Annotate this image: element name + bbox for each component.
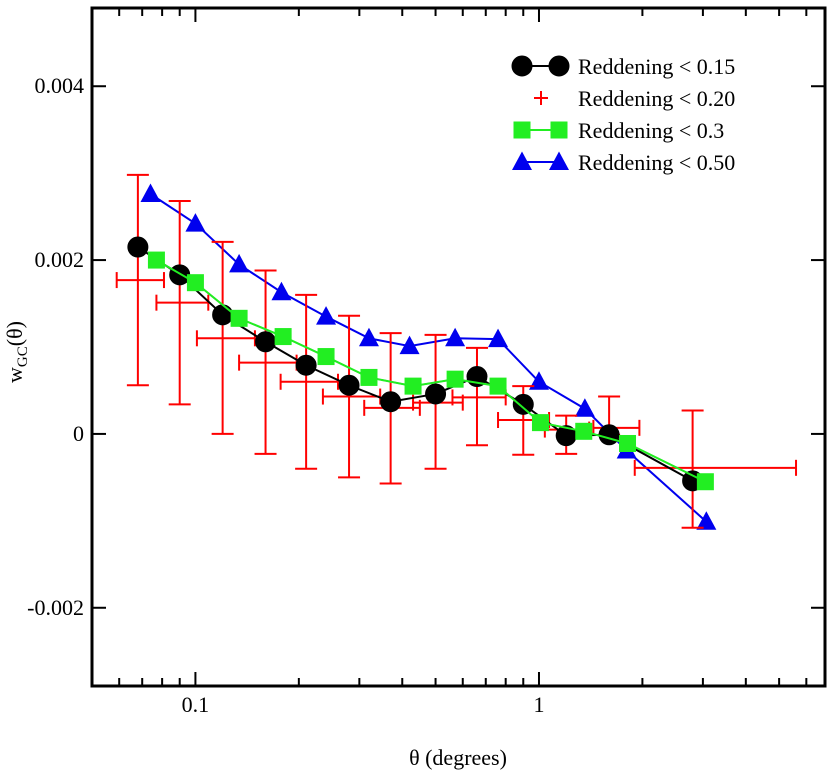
data-point-square [274,328,292,346]
y-axis-label-subscript: GC [15,346,31,367]
data-point-square [360,368,378,386]
data-point-square [513,121,531,139]
data-point-square [550,121,568,139]
y-tick-label: 0 [73,421,84,446]
data-point-circle [212,304,234,326]
legend-label: Reddening < 0.3 [578,118,724,143]
series-square [147,251,714,491]
x-tick-label: 1 [533,692,544,717]
data-point-triangle [399,335,420,355]
legend-label: Reddening < 0.50 [578,150,735,175]
data-point-square [531,414,549,432]
data-point-square [147,251,165,269]
x-tick-label: 0.1 [182,692,210,717]
error-bar [195,240,256,435]
data-point-square [575,422,593,440]
y-tick-label: 0.002 [35,247,85,272]
error-bar [238,269,298,455]
legend-label: Reddening < 0.20 [578,86,735,111]
data-point-triangle [316,306,337,325]
data-point-circle [598,424,620,446]
series-line [137,246,694,482]
series-line [149,193,708,523]
data-point-triangle [549,151,569,170]
legend-entry: Reddening < 0.3 [513,118,724,143]
legend: Reddening < 0.15 Reddening < 0.20 Reddenin… [511,54,735,175]
data-point-square [404,377,422,395]
data-point-square [186,274,204,292]
data-point-circle [338,374,360,396]
y-axis-label-suffix: (θ) [2,321,27,346]
error-bar [115,173,165,387]
data-point-circle [548,55,570,77]
legend-entry: Reddening < 0.50 [512,150,735,175]
series-triangle [140,183,717,530]
data-point-square [489,377,507,395]
data-point-triangle [512,151,532,170]
data-point-square [230,309,248,327]
data-point-circle [255,331,277,353]
error-bar [155,199,210,406]
error-bar [451,346,507,447]
y-tick-label: 0.004 [35,73,85,98]
data-point-circle [425,383,447,405]
data-point-triangle [358,327,379,347]
data-point-triangle [271,281,292,301]
data-point-triangle [445,327,466,347]
legend-entry: Reddening < 0.15 [511,54,735,79]
data-point-square [317,348,335,366]
data-point-circle [127,236,149,258]
error-bar [279,293,339,470]
data-point-circle [511,55,533,77]
series-circle [127,236,704,492]
data-point-plus [534,91,548,105]
axis-ticks: -0.002 0 0.002 0.004 0.1 1 [27,8,825,717]
data-point-circle [380,391,402,413]
data-point-square [696,473,714,491]
data-point-triangle [696,511,717,530]
y-axis-label-main: w [2,367,27,383]
x-axis-label: θ (degrees) [409,745,507,770]
data-point-square [619,434,637,452]
data-point-square [446,370,464,388]
data-point-triangle [140,183,161,203]
series-layer [115,173,798,530]
error-bar [633,409,798,529]
legend-label: Reddening < 0.15 [578,54,735,79]
y-tick-label: -0.002 [27,595,84,620]
y-axis-label: wGC(θ) [2,321,31,383]
legend-entry: Reddening < 0.20 [534,86,735,111]
data-point-triangle [185,213,206,232]
data-point-circle [295,354,317,376]
data-point-triangle [229,253,250,273]
data-point-circle [169,264,191,286]
data-point-triangle [574,398,595,417]
data-point-circle [512,393,534,415]
data-point-triangle [488,328,509,348]
plot-frame [90,6,827,688]
